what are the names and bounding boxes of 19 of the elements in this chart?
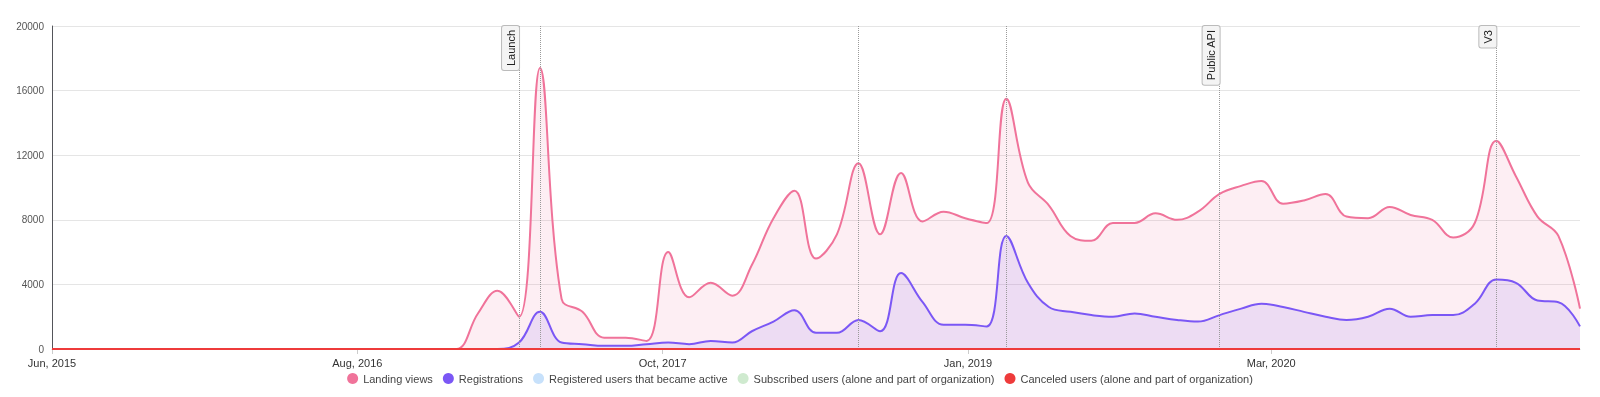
legend-label: Landing views: [363, 372, 434, 385]
y-tick-label: 20000: [16, 20, 45, 32]
y-tick-label: 16000: [16, 85, 45, 97]
x-tick-label: Jun, 2015: [27, 356, 77, 369]
x-tick-label: Oct, 2017: [638, 356, 687, 369]
legend-label: Canceled users (alone and part of organization): [1020, 372, 1253, 385]
legend-label: Subscribed users (alone and part of organization): [753, 372, 995, 385]
x-tick-label: Mar, 2020: [1246, 356, 1296, 369]
ref-line-label: Public API: [1205, 30, 1218, 81]
legend-label: Registrations: [458, 372, 524, 385]
ref-line-label: V3: [1481, 30, 1494, 44]
y-tick-label: 8000: [21, 214, 45, 226]
x-tick-label: Aug, 2016: [332, 356, 383, 369]
y-tick-label: 0: [38, 343, 45, 355]
legend-label: Registered users that became active: [549, 372, 728, 385]
y-tick-label: 4000: [21, 278, 45, 290]
x-tick-label: Jan, 2019: [943, 356, 993, 369]
y-tick-label: 12000: [16, 149, 45, 161]
ref-line-label: Launch: [504, 30, 517, 67]
